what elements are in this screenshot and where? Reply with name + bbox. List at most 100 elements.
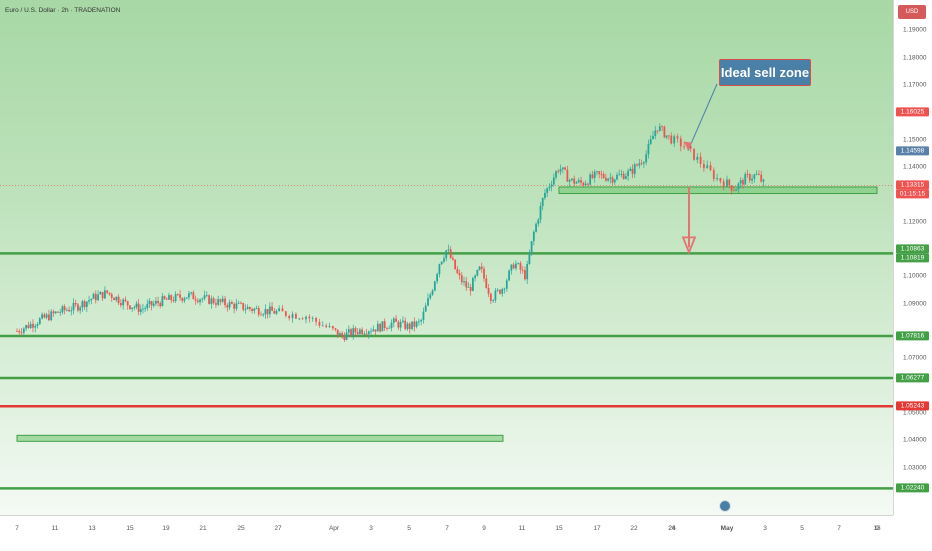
candle-body bbox=[415, 321, 418, 327]
candle-body bbox=[45, 314, 48, 318]
time-axis[interactable]: 7 11 13 15 19 21 25 27 Apr 3 5 7 9 11 15 17 22 24 26 May 3 5 7… bbox=[0, 515, 893, 551]
chart-canvas[interactable] bbox=[0, 0, 893, 515]
candle-body bbox=[472, 278, 474, 291]
currency-button[interactable]: USD bbox=[898, 5, 926, 19]
candle-body bbox=[150, 301, 153, 306]
price-label: 1.14598 bbox=[896, 146, 929, 156]
zone-rect bbox=[558, 186, 878, 195]
candle-body bbox=[753, 174, 756, 179]
candle-body bbox=[246, 307, 249, 310]
candle-body bbox=[622, 173, 625, 179]
price-label: 1.10863 bbox=[896, 244, 929, 254]
candle-body bbox=[397, 321, 400, 328]
candle-body bbox=[215, 303, 217, 305]
candle-body bbox=[343, 336, 346, 340]
candle-body bbox=[580, 180, 582, 183]
candle-body bbox=[113, 297, 115, 301]
candle-body bbox=[88, 300, 90, 302]
time-tick-label: 7 bbox=[445, 525, 449, 532]
candle-body bbox=[183, 298, 186, 301]
time-tick-label: 24 bbox=[668, 525, 676, 532]
candle-body bbox=[244, 309, 247, 310]
candle-body bbox=[629, 168, 632, 171]
time-tick-label: 3 bbox=[763, 525, 767, 532]
candle-body bbox=[36, 324, 39, 326]
price-axis[interactable]: 1.19000 1.18000 1.17000 1.15000 1.14000 1.120… bbox=[893, 0, 932, 515]
candle-body bbox=[321, 325, 324, 327]
candle-body bbox=[379, 323, 382, 332]
candle-body bbox=[577, 180, 580, 183]
candle-body bbox=[456, 269, 459, 274]
candle-body bbox=[631, 168, 634, 174]
price-tick-label: 1.17000 bbox=[903, 81, 927, 89]
candle-body bbox=[203, 295, 206, 299]
candle-body bbox=[176, 294, 179, 295]
candle-body bbox=[365, 333, 368, 335]
time-tick-label: 5 bbox=[800, 525, 804, 532]
candle-body bbox=[433, 281, 436, 291]
candle-body bbox=[593, 171, 596, 178]
chart-plot-area[interactable]: Euro / U.S. Dollar · 2h · TRADENATION Id… bbox=[0, 0, 893, 515]
candle-body bbox=[735, 189, 738, 191]
candle-body bbox=[528, 254, 531, 264]
candle-body bbox=[699, 156, 702, 165]
time-tick-label: 11 bbox=[518, 525, 526, 532]
candle-body bbox=[443, 258, 445, 262]
candle-body bbox=[508, 270, 510, 281]
price-label: 1.07816 bbox=[896, 331, 929, 341]
candle-body bbox=[77, 304, 79, 311]
candle-body bbox=[693, 148, 695, 160]
candle-body bbox=[517, 263, 520, 264]
candle-body bbox=[755, 173, 758, 175]
candle-body bbox=[268, 306, 271, 315]
candle-body bbox=[742, 180, 744, 185]
candle-body bbox=[762, 179, 765, 182]
candle-body bbox=[598, 171, 601, 174]
candle-body bbox=[463, 281, 465, 283]
candle-body bbox=[172, 300, 175, 302]
candle-body bbox=[469, 287, 472, 291]
candle-body bbox=[487, 288, 490, 294]
time-tick-label: 27 bbox=[274, 525, 282, 532]
candle-body bbox=[79, 307, 82, 311]
projection-arrowhead bbox=[681, 236, 697, 255]
candle-body bbox=[34, 325, 37, 328]
candle-body bbox=[645, 154, 648, 163]
candle-body bbox=[174, 294, 177, 302]
candle-body bbox=[159, 303, 162, 307]
candle-body bbox=[618, 174, 621, 176]
candle-body bbox=[620, 173, 623, 175]
candle-body bbox=[399, 322, 402, 328]
candle-body bbox=[703, 164, 705, 169]
candle-body bbox=[315, 317, 317, 322]
candle-body bbox=[131, 307, 134, 309]
candle-body bbox=[438, 264, 441, 275]
candle-body bbox=[712, 170, 715, 180]
candle-body bbox=[420, 319, 423, 322]
price-label: 1.02240 bbox=[896, 483, 929, 493]
candle-body bbox=[240, 302, 242, 304]
candle-body bbox=[679, 138, 682, 147]
candle-body bbox=[719, 178, 722, 182]
candle-body bbox=[235, 303, 238, 309]
candle-body bbox=[474, 275, 477, 279]
candle-body bbox=[649, 139, 652, 144]
candle-body bbox=[604, 177, 607, 181]
flag-icon[interactable] bbox=[719, 500, 731, 512]
candle-body bbox=[460, 275, 463, 283]
candle-body bbox=[575, 182, 578, 184]
ideal-sell-zone-callout[interactable]: Ideal sell zone bbox=[719, 59, 811, 86]
candle-body bbox=[661, 126, 664, 128]
candle-body bbox=[142, 308, 144, 310]
candle-body bbox=[431, 290, 434, 295]
candle-body bbox=[29, 323, 32, 329]
candle-body bbox=[161, 296, 164, 307]
candle-body bbox=[465, 281, 468, 288]
candle-body bbox=[20, 332, 23, 334]
candle-body bbox=[94, 293, 97, 301]
candle-body bbox=[308, 316, 311, 319]
candle-body bbox=[408, 323, 411, 329]
candle-body bbox=[157, 300, 159, 304]
candle-body bbox=[72, 302, 75, 311]
candle-body bbox=[110, 294, 113, 298]
